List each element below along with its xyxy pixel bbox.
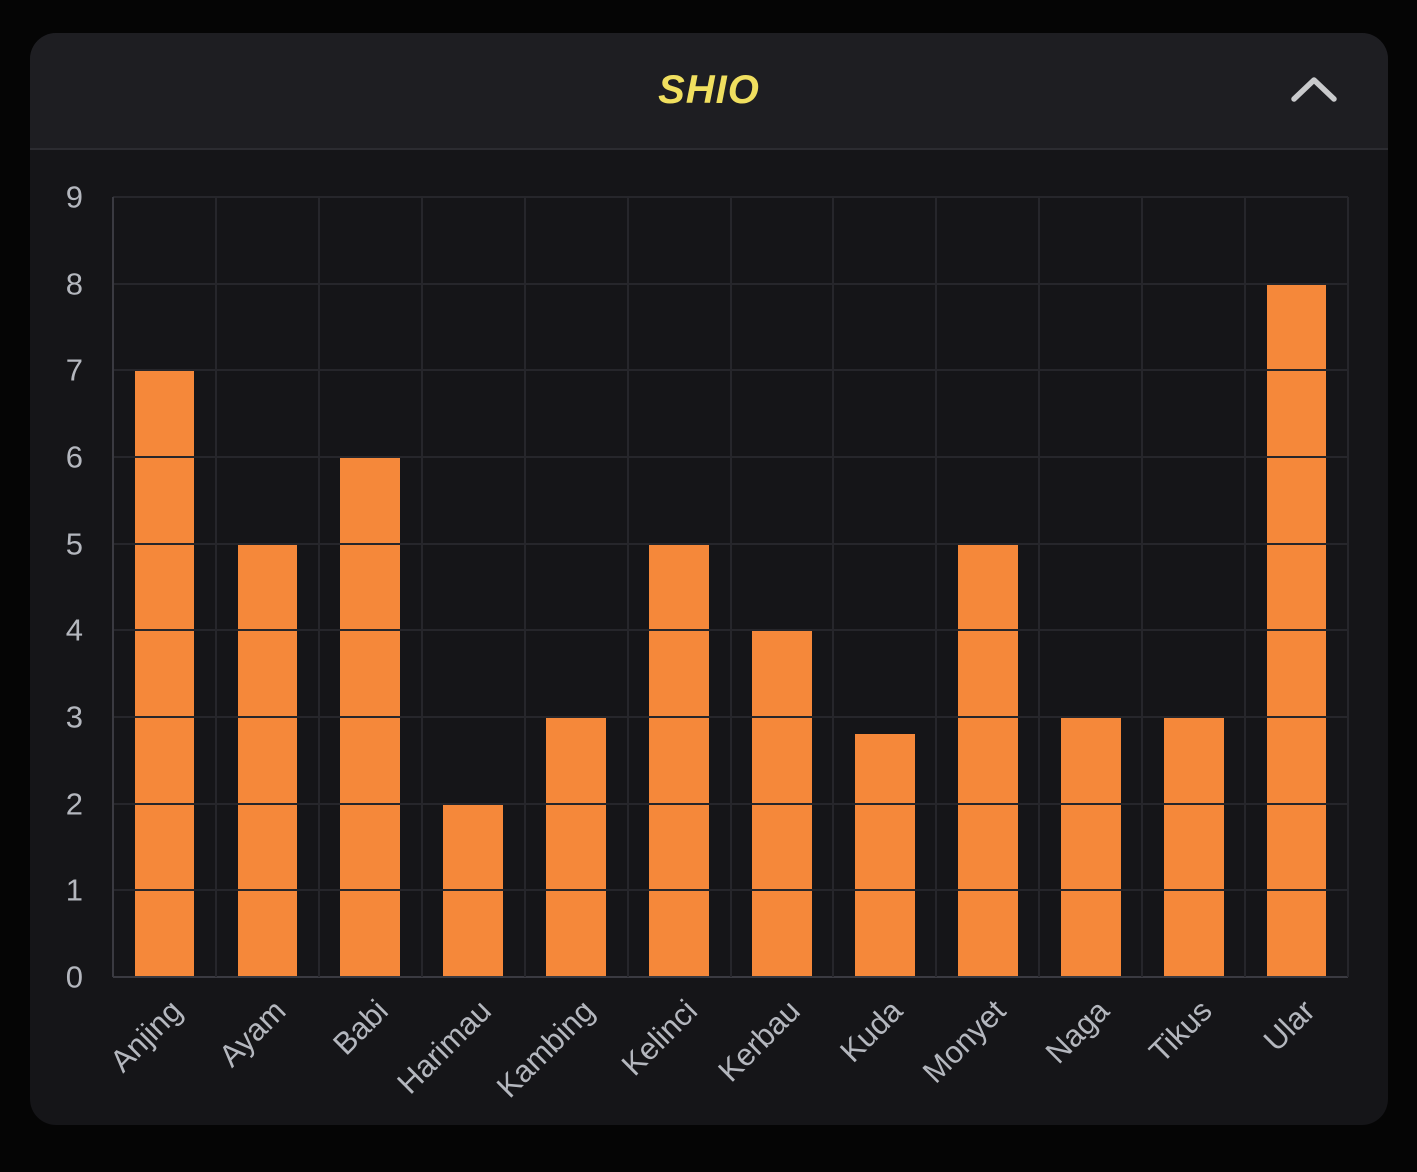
y-tick-label-4: 4 (65, 612, 83, 648)
x-tick-label-ular: Ular (1256, 993, 1322, 1058)
gridline-x-6 (729, 197, 732, 977)
gridline-x-12 (1347, 197, 1349, 977)
bar-kelinci[interactable] (649, 543, 709, 977)
x-tick-label-kerbau: Kerbau (711, 993, 807, 1089)
bar-slot-tikus (1142, 197, 1245, 977)
x-tick-label-ayam: Ayam (211, 993, 293, 1074)
chevron-up-icon (1290, 76, 1338, 106)
gridline-x-7 (832, 197, 835, 977)
bar-monyet[interactable] (957, 543, 1018, 977)
gridline-x-2 (317, 197, 320, 977)
gridline-x-9 (1038, 197, 1041, 977)
x-tick-label-kambing: Kambing (489, 993, 601, 1105)
y-tick-label-5: 5 (65, 526, 83, 562)
bar-ayam[interactable] (237, 543, 298, 977)
bar-slot-naga (1039, 197, 1142, 977)
y-tick-label-1: 1 (65, 872, 83, 908)
x-tick-label-naga: Naga (1038, 993, 1116, 1071)
chart-panel: SHIO 0 1 2 3 4 5 6 7 8 9 Anjing Ayam Babi Harimau Kam… (30, 33, 1388, 1125)
gridline-x-10 (1141, 197, 1144, 977)
x-axis: Anjing Ayam Babi Harimau Kambing Kelinci Kerba… (104, 977, 1348, 1125)
bar-slot-babi (319, 197, 422, 977)
bar-naga[interactable] (1060, 717, 1121, 977)
x-tick-label-tikus: Tikus (1142, 993, 1219, 1070)
bar-slot-harimau (422, 197, 525, 977)
x-tick-label-babi: Babi (326, 993, 396, 1062)
y-axis: 0 1 2 3 4 5 6 7 8 9 (30, 182, 113, 993)
plot-area (112, 196, 1349, 978)
y-tick-label-8: 8 (65, 266, 83, 302)
bars (113, 197, 1348, 977)
bar-tikus[interactable] (1163, 717, 1224, 977)
bar-kambing[interactable] (546, 717, 606, 977)
bar-slot-kuda (833, 197, 936, 977)
gridline-x-11 (1244, 197, 1247, 977)
y-tick-label-7: 7 (65, 352, 83, 388)
x-tick-label-monyet: Monyet (915, 993, 1013, 1090)
bar-anjing[interactable] (134, 370, 195, 977)
gridline-x-5 (626, 197, 629, 977)
panel-header: SHIO (30, 33, 1388, 150)
x-tick-label-kelinci: Kelinci (614, 993, 704, 1083)
gridline-x-8 (935, 197, 938, 977)
bar-slot-ular (1245, 197, 1348, 977)
bar-slot-kambing (525, 197, 628, 977)
gridline-y-0 (113, 976, 1348, 978)
y-tick-label-0: 0 (65, 959, 83, 995)
y-tick-label-9: 9 (65, 179, 83, 215)
bar-slot-kerbau (731, 197, 834, 977)
gridline-x-0 (112, 197, 114, 977)
x-tick-label-kuda: Kuda (833, 993, 910, 1069)
gridline-x-4 (523, 197, 526, 977)
bar-kuda[interactable] (855, 734, 915, 977)
y-tick-label-3: 3 (65, 699, 83, 735)
bar-slot-kelinci (628, 197, 731, 977)
x-tick-label-harimau: Harimau (390, 993, 498, 1101)
y-tick-label-2: 2 (65, 786, 83, 822)
gridline-x-1 (214, 197, 217, 977)
bar-slot-ayam (216, 197, 319, 977)
collapse-panel-button[interactable] (1284, 69, 1344, 113)
panel-title: SHIO (658, 68, 760, 112)
y-tick-label-6: 6 (65, 439, 83, 475)
gridline-x-3 (420, 197, 423, 977)
x-tick-label-anjing: Anjing (103, 993, 190, 1079)
bar-slot-monyet (936, 197, 1039, 977)
bar-slot-anjing (113, 197, 216, 977)
